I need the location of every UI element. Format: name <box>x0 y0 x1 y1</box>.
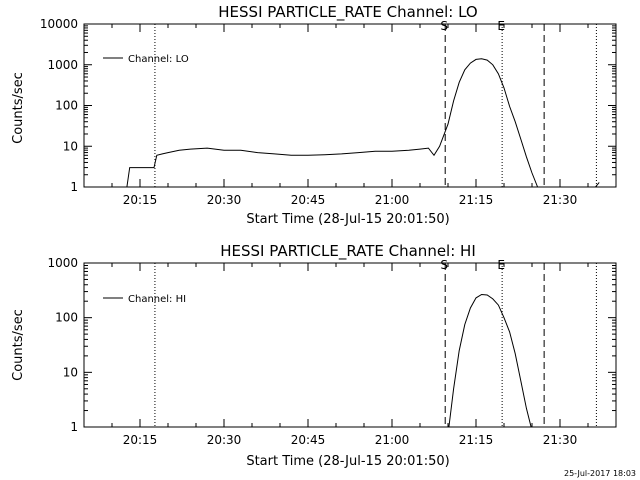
y-tick-label: 100 <box>55 311 78 325</box>
x-tick-label: 21:30 <box>543 193 578 207</box>
y-tick-label: 1 <box>70 180 78 194</box>
x-tick-label: 21:00 <box>375 193 410 207</box>
y-axis-label-lo: Counts/sec <box>11 72 26 144</box>
panel-lo: HESSI PARTICLE_RATE Channel: LO 1 10 100 10… <box>11 3 617 227</box>
plot-frame-hi <box>83 262 617 428</box>
x-tick-label: 21:15 <box>459 193 494 207</box>
y-tick-label: 10000 <box>40 17 78 31</box>
x-tick-label: 20:15 <box>123 193 158 207</box>
series-line-channel-lo <box>84 58 600 188</box>
x-tick-label: 20:30 <box>207 193 242 207</box>
legend-label-hi: Channel: HI <box>128 294 186 305</box>
x-axis-lo: 20:15 20:30 20:45 21:00 21:15 21:30 <box>83 24 617 207</box>
legend-label-lo: Channel: LO <box>128 54 189 65</box>
panel-hi: HESSI PARTICLE_RATE Channel: HI 1 10 100 10… <box>11 242 617 469</box>
chart-title-lo: HESSI PARTICLE_RATE Channel: LO <box>218 3 477 22</box>
series-line-channel-hi <box>448 293 532 428</box>
x-tick-label: 21:30 <box>543 433 578 447</box>
x-tick-label: 20:30 <box>207 433 242 447</box>
x-axis-label-hi: Start Time (28-Jul-15 20:01:50) <box>246 454 449 469</box>
y-tick-label: 1 <box>70 420 78 434</box>
x-axis-label-lo: Start Time (28-Jul-15 20:01:50) <box>246 212 449 227</box>
x-tick-label: 20:45 <box>291 193 326 207</box>
y-axis-lo: 1 10 100 1000 10000 <box>40 17 616 194</box>
y-axis-label-hi: Counts/sec <box>11 309 26 381</box>
y-tick-label: 10 <box>63 139 78 153</box>
y-axis-hi: 1 10 100 1000 <box>47 256 616 434</box>
x-tick-label: 21:15 <box>459 433 494 447</box>
generation-timestamp: 25-Jul-2017 18:03 <box>564 469 636 478</box>
y-tick-label: 1000 <box>47 58 78 72</box>
y-tick-label: 10 <box>63 365 78 379</box>
y-tick-label: 1000 <box>47 256 78 270</box>
marker-label-e: E <box>497 19 505 33</box>
x-axis-hi: 20:15 20:30 20:45 21:00 21:15 21:30 <box>83 263 617 447</box>
marker-label-s: S <box>440 258 448 272</box>
y-tick-label: 100 <box>55 99 78 113</box>
chart-title-hi: HESSI PARTICLE_RATE Channel: HI <box>220 242 476 261</box>
plot-frame-lo <box>83 23 617 188</box>
marker-label-s: S <box>440 19 448 33</box>
marker-label-e: E <box>497 258 505 272</box>
x-tick-label: 20:45 <box>291 433 326 447</box>
x-tick-label: 21:00 <box>375 433 410 447</box>
x-tick-label: 20:15 <box>123 433 158 447</box>
